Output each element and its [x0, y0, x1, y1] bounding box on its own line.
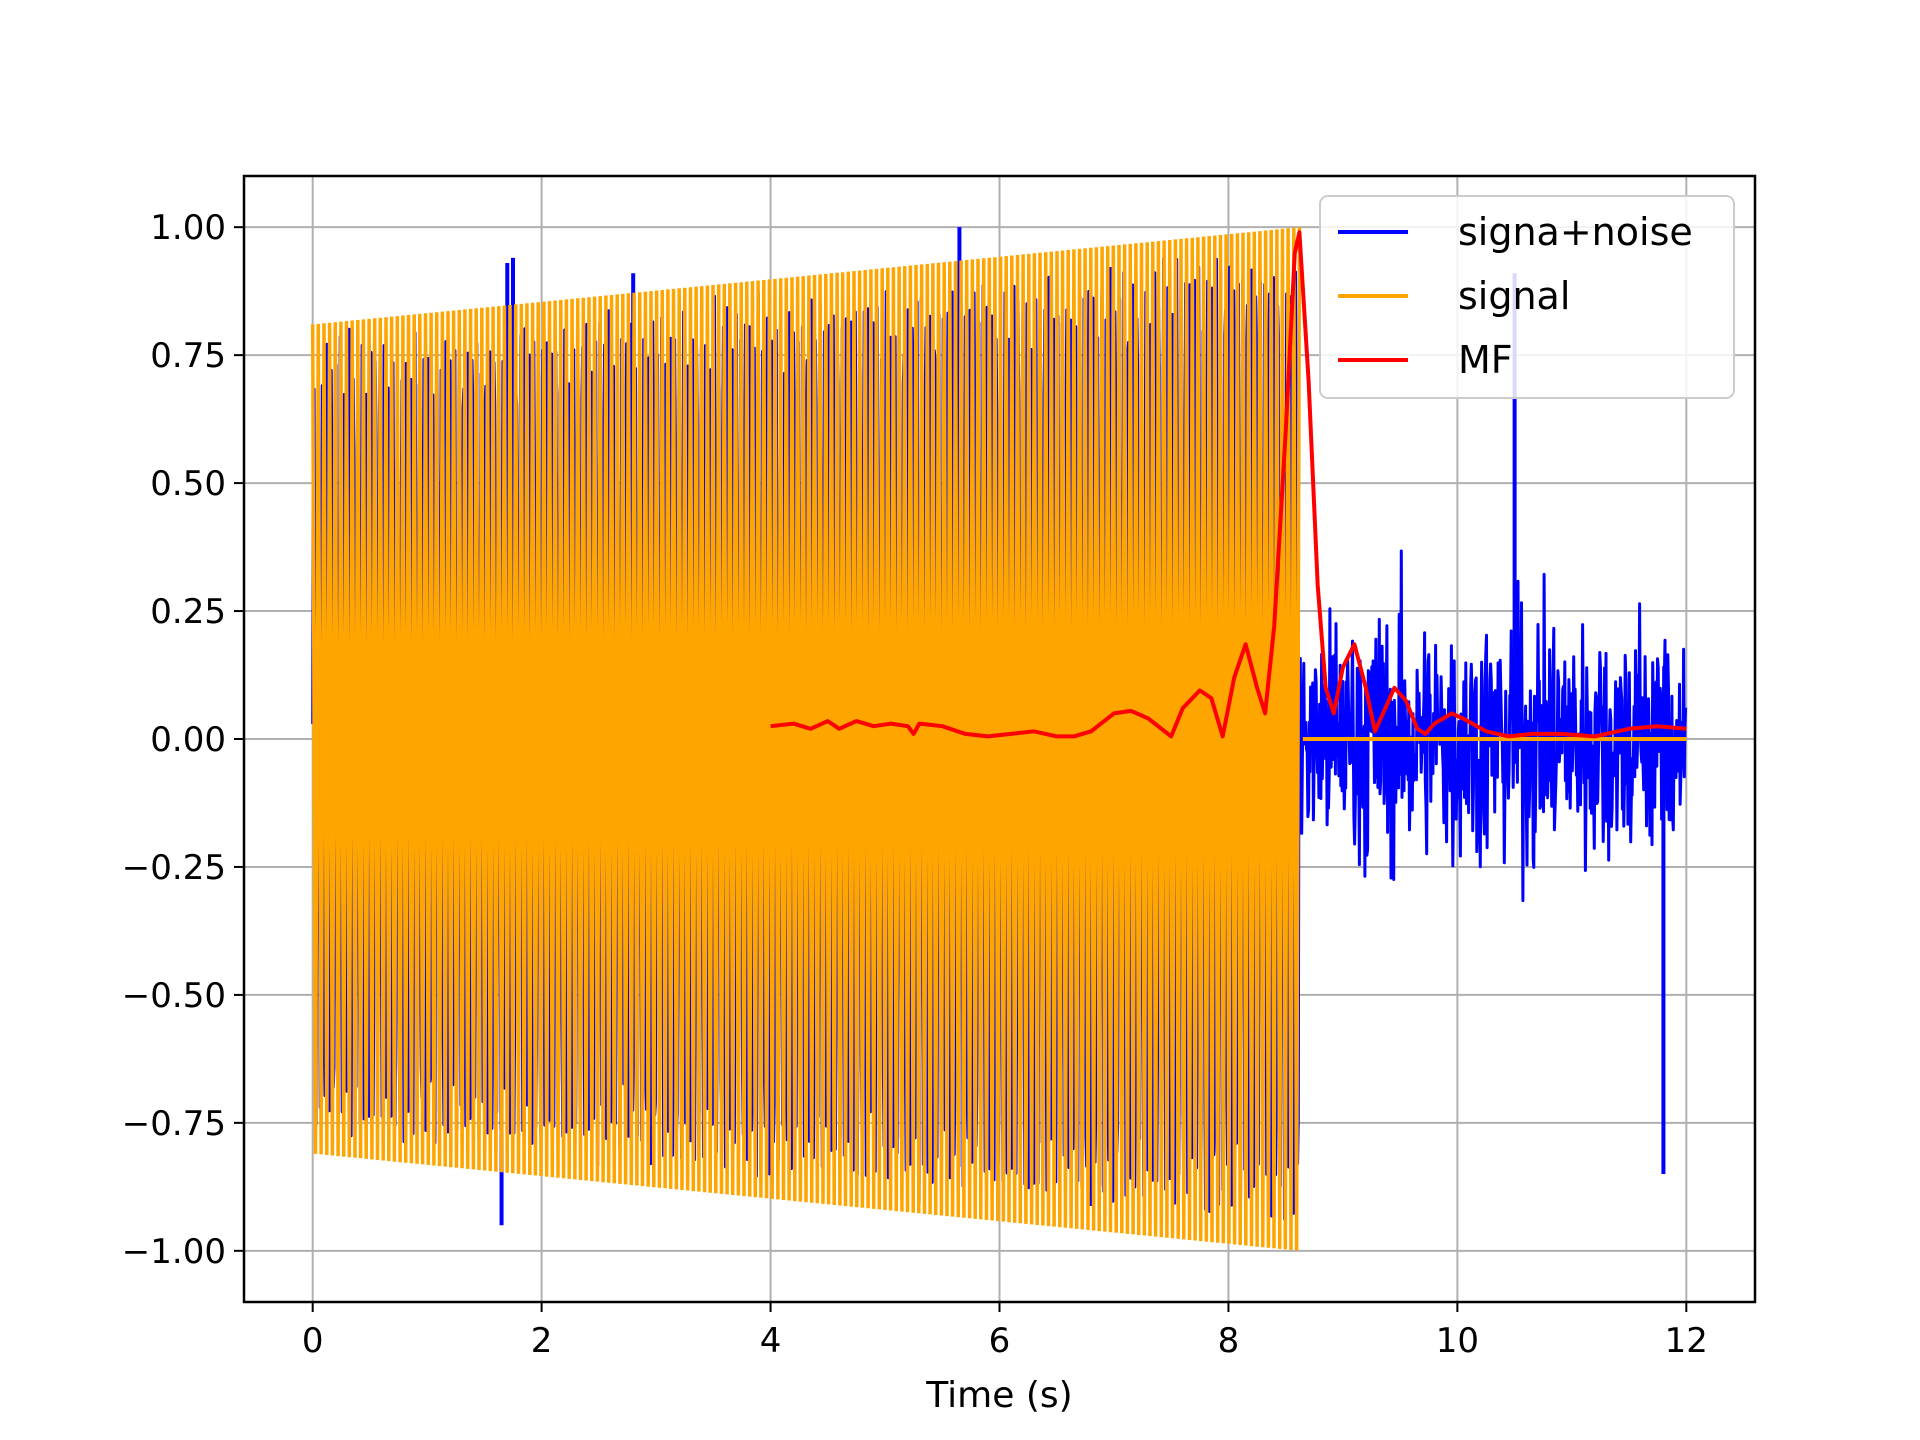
y-tick-label: −0.75	[122, 1104, 226, 1144]
y-axis: 1.00 0.75 0.50 0.25 0.00 −0.25 −0.50 −0.75 −1.00	[122, 208, 244, 1272]
x-axis-label: Time (s)	[925, 1375, 1072, 1416]
legend-label-1: signal	[1458, 274, 1570, 318]
mf-series	[770, 230, 1687, 739]
y-tick-label: −1.00	[122, 1232, 226, 1272]
x-tick-label: 8	[1218, 1321, 1240, 1361]
signal-line	[310, 227, 1302, 1251]
legend-label-0: signa+noise	[1458, 210, 1693, 254]
legend-box	[1319, 195, 1735, 399]
x-tick-label: 0	[302, 1321, 324, 1361]
legend: signa+noise signal MF	[1319, 195, 1735, 399]
x-axis: 0 2 4 6 8 10 12	[302, 1302, 1708, 1361]
y-tick-label: 0.00	[150, 720, 226, 760]
mf-line	[770, 230, 1687, 739]
x-tick-label: 2	[531, 1321, 553, 1361]
y-tick-label: −0.25	[122, 848, 226, 888]
y-tick-label: 0.75	[150, 336, 226, 376]
y-tick-label: 0.50	[150, 464, 226, 504]
signal-series	[310, 227, 1687, 1251]
y-tick-label: 0.25	[150, 592, 226, 632]
x-tick-label: 6	[989, 1321, 1011, 1361]
x-tick-label: 4	[760, 1321, 782, 1361]
x-tick-label: 12	[1665, 1321, 1708, 1361]
x-tick-label: 10	[1436, 1321, 1479, 1361]
legend-label-2: MF	[1458, 338, 1513, 382]
y-tick-label: −0.50	[122, 976, 226, 1016]
y-tick-label: 1.00	[150, 208, 226, 248]
